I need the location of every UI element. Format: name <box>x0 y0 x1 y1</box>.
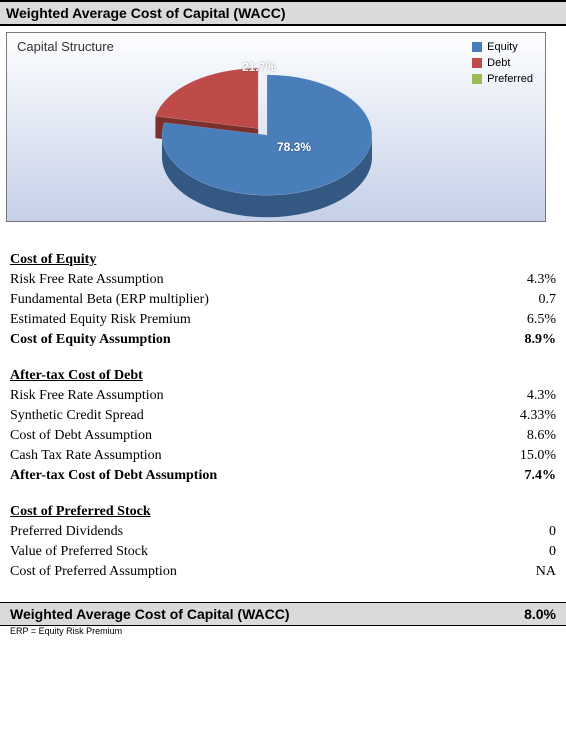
chart-title: Capital Structure <box>17 39 114 54</box>
row-value: 7.4% <box>525 468 557 484</box>
legend-label-debt: Debt <box>487 57 510 69</box>
row-label: Fundamental Beta (ERP multiplier) <box>10 292 209 308</box>
table-row: Cost of Debt Assumption 8.6% <box>10 426 556 446</box>
row-value: 4.3% <box>527 388 556 404</box>
page-title-bar: Weighted Average Cost of Capital (WACC) <box>0 0 566 26</box>
legend-swatch-equity <box>472 42 482 52</box>
row-label: Cash Tax Rate Assumption <box>10 448 162 464</box>
legend-label-preferred: Preferred <box>487 73 533 85</box>
grand-total-value: 8.0% <box>524 606 556 622</box>
chart-legend: Equity Debt Preferred <box>472 41 533 89</box>
row-label: Synthetic Credit Spread <box>10 408 144 424</box>
slice-label-debt: 21.7% <box>242 60 276 74</box>
row-value: 0 <box>549 544 556 560</box>
row-label: Value of Preferred Stock <box>10 544 148 560</box>
section-heading-preferred: Cost of Preferred Stock <box>10 504 556 520</box>
legend-swatch-debt <box>472 58 482 68</box>
table-row: Fundamental Beta (ERP multiplier) 0.7 <box>10 290 556 310</box>
row-value: 15.0% <box>520 448 556 464</box>
capital-structure-chart: Capital Structure Equity Debt Preferred … <box>6 32 546 222</box>
table-row: Value of Preferred Stock 0 <box>10 542 556 562</box>
section-heading-equity: Cost of Equity <box>10 252 556 268</box>
table-row: Estimated Equity Risk Premium 6.5% <box>10 310 556 330</box>
table-row: Cost of Preferred Assumption NA <box>10 562 556 582</box>
row-value: 0.7 <box>539 292 557 308</box>
legend-item-equity: Equity <box>472 41 533 53</box>
table-row: Preferred Dividends 0 <box>10 522 556 542</box>
row-value: 6.5% <box>527 312 556 328</box>
row-label: Cost of Debt Assumption <box>10 428 152 444</box>
legend-label-equity: Equity <box>487 41 518 53</box>
section-total-row: Cost of Equity Assumption 8.9% <box>10 330 556 350</box>
row-label: Cost of Preferred Assumption <box>10 564 177 580</box>
legend-item-preferred: Preferred <box>472 73 533 85</box>
row-value: 8.9% <box>525 332 557 348</box>
table-row: Synthetic Credit Spread 4.33% <box>10 406 556 426</box>
row-label: After-tax Cost of Debt Assumption <box>10 468 217 484</box>
row-value: 8.6% <box>527 428 556 444</box>
row-value: 0 <box>549 524 556 540</box>
pie-chart: 78.3% 21.7% <box>137 45 397 220</box>
section-total-row: After-tax Cost of Debt Assumption 7.4% <box>10 466 556 486</box>
legend-item-debt: Debt <box>472 57 533 69</box>
row-value: 4.3% <box>527 272 556 288</box>
legend-swatch-preferred <box>472 74 482 84</box>
row-label: Preferred Dividends <box>10 524 123 540</box>
row-label: Cost of Equity Assumption <box>10 332 171 348</box>
footnote: ERP = Equity Risk Premium <box>0 626 566 636</box>
row-label: Risk Free Rate Assumption <box>10 388 164 404</box>
section-heading-debt: After-tax Cost of Debt <box>10 368 556 384</box>
slice-label-equity: 78.3% <box>277 140 311 154</box>
table-row: Risk Free Rate Assumption 4.3% <box>10 270 556 290</box>
row-value: NA <box>536 564 556 580</box>
row-label: Estimated Equity Risk Premium <box>10 312 191 328</box>
table-row: Cash Tax Rate Assumption 15.0% <box>10 446 556 466</box>
row-label: Risk Free Rate Assumption <box>10 272 164 288</box>
grand-total-bar: Weighted Average Cost of Capital (WACC) … <box>0 602 566 626</box>
table-row: Risk Free Rate Assumption 4.3% <box>10 386 556 406</box>
wacc-sections: Cost of Equity Risk Free Rate Assumption… <box>0 228 566 582</box>
grand-total-label: Weighted Average Cost of Capital (WACC) <box>10 606 290 622</box>
page-title: Weighted Average Cost of Capital (WACC) <box>6 5 286 21</box>
row-value: 4.33% <box>520 408 556 424</box>
